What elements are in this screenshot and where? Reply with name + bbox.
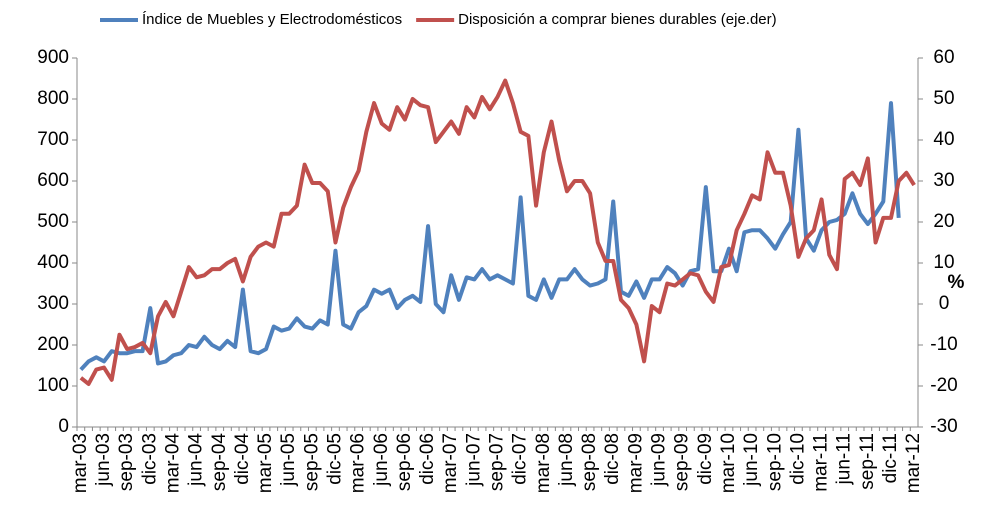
- y2-tick-label: 10: [933, 252, 954, 273]
- x-tick-label: mar-12: [903, 433, 924, 493]
- x-tick-label: mar-08: [533, 433, 554, 493]
- legend-label: Índice de Muebles y Electrodomésticos: [142, 11, 402, 28]
- x-tick-label: jun-09: [649, 433, 670, 487]
- y2-tick-label: 60: [933, 47, 954, 68]
- x-tick-label: dic-05: [324, 433, 345, 485]
- x-tick-label: jun-05: [278, 433, 299, 487]
- y-tick-label: 400: [37, 252, 69, 273]
- x-tick-label: sep-11: [857, 433, 878, 490]
- series-line: [79, 101, 901, 371]
- x-tick-label: sep-06: [394, 433, 415, 491]
- x-tick-label: sep-09: [672, 433, 693, 491]
- x-tick-label: dic-06: [417, 433, 438, 485]
- x-tick-label: dic-07: [510, 433, 531, 485]
- x-tick-label: dic-08: [602, 433, 623, 485]
- x-tick-label: jun-10: [741, 433, 762, 487]
- x-tick-label: sep-10: [764, 433, 785, 491]
- y-tick-label: 600: [37, 170, 69, 191]
- series-line: [79, 78, 916, 386]
- x-tick-label: mar-11: [811, 433, 832, 492]
- legend-label: Disposición a comprar bienes durables (e…: [458, 11, 777, 28]
- y2-tick-label: -20: [930, 375, 957, 396]
- y-tick-label: 0: [58, 416, 69, 437]
- x-tick-label: jun-04: [186, 433, 207, 487]
- y2-tick-label: 30: [933, 170, 954, 191]
- x-tick-label: sep-03: [116, 433, 137, 491]
- y-tick-label: 900: [37, 47, 69, 68]
- y2-tick-label: -30: [930, 416, 957, 437]
- y-tick-label: 700: [37, 129, 69, 150]
- y2-tick-label: 40: [933, 129, 954, 150]
- x-tick-label: jun-07: [463, 433, 484, 487]
- y2-tick-label: 20: [933, 211, 954, 232]
- x-tick-label: mar-03: [70, 433, 91, 493]
- x-tick-label: mar-07: [440, 433, 461, 493]
- y2-tick-label: 50: [933, 88, 954, 109]
- x-tick-label: jun-06: [371, 433, 392, 487]
- y-tick-label: 500: [37, 211, 69, 232]
- x-tick-label: mar-05: [255, 433, 276, 493]
- y-tick-label: 300: [37, 293, 69, 314]
- x-tick-label: mar-09: [625, 433, 646, 493]
- y-tick-label: 200: [37, 334, 69, 355]
- x-tick-label: dic-04: [232, 433, 253, 485]
- x-tick-label: jun-03: [93, 433, 114, 487]
- x-tick-label: mar-04: [162, 433, 183, 494]
- x-tick-label: dic-10: [787, 433, 808, 485]
- x-tick-label: sep-05: [301, 433, 322, 491]
- x-tick-label: mar-10: [718, 433, 739, 493]
- y2-axis-label: %: [948, 272, 965, 293]
- x-tick-label: jun-08: [556, 433, 577, 487]
- y-tick-label: 800: [37, 88, 69, 109]
- x-tick-label: dic-09: [695, 433, 716, 485]
- y2-tick-label: -10: [930, 334, 957, 355]
- x-tick-label: dic-11: [880, 433, 901, 483]
- x-tick-label: jun-11: [834, 433, 855, 485]
- x-tick-label: sep-08: [579, 433, 600, 491]
- x-tick-label: sep-04: [209, 433, 230, 492]
- y-tick-label: 100: [37, 375, 69, 396]
- x-tick-label: sep-07: [487, 433, 508, 491]
- y2-tick-label: 0: [939, 293, 950, 314]
- x-tick-label: dic-03: [139, 433, 160, 485]
- x-tick-label: mar-06: [348, 433, 369, 493]
